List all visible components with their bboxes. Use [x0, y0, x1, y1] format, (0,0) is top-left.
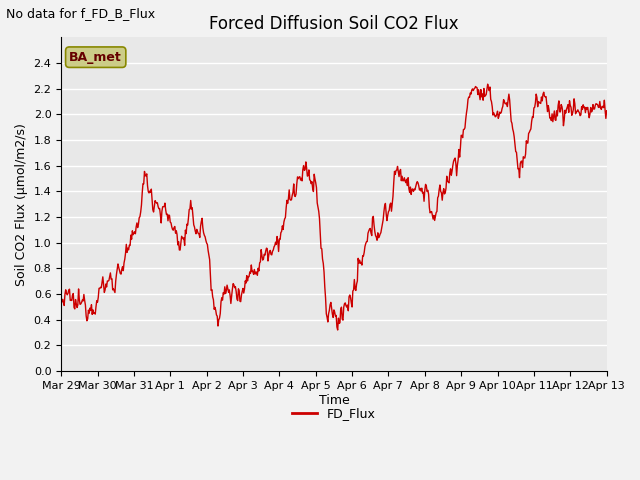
Title: Forced Diffusion Soil CO2 Flux: Forced Diffusion Soil CO2 Flux [209, 15, 459, 33]
Text: No data for f_FD_B_Flux: No data for f_FD_B_Flux [6, 7, 156, 20]
X-axis label: Time: Time [319, 394, 349, 407]
Y-axis label: Soil CO2 Flux (μmol/m2/s): Soil CO2 Flux (μmol/m2/s) [15, 123, 28, 286]
Legend: FD_Flux: FD_Flux [287, 402, 381, 425]
Text: BA_met: BA_met [69, 51, 122, 64]
